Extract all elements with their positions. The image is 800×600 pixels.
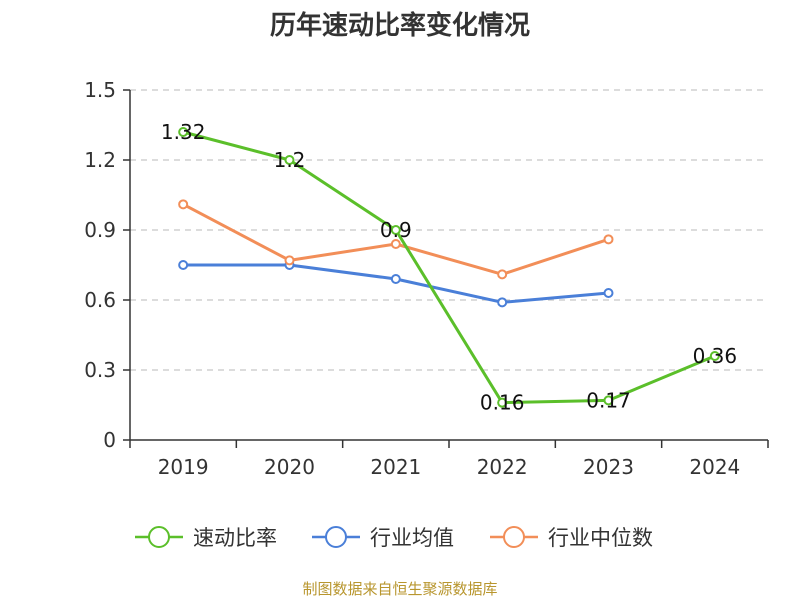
data-point[interactable] — [497, 397, 508, 408]
series-group — [178, 127, 720, 408]
x-tick-label: 2020 — [264, 455, 315, 479]
data-labels: 1.32 1.2 0.9 0.16 0.17 0.36 — [161, 120, 737, 415]
data-point[interactable] — [284, 155, 295, 165]
data-point[interactable] — [390, 239, 401, 249]
data-label: 0.9 — [380, 218, 412, 242]
legend-item-2[interactable]: 行业中位数 — [490, 526, 653, 550]
legend[interactable]: 速动比率 行业均值 行业中位数 — [135, 526, 653, 550]
data-label: 0.16 — [480, 391, 525, 415]
axes: 0 0.3 0.6 0.9 1.2 1.5 2019 2020 2021 2022 2023 2024 — [84, 78, 769, 479]
data-point[interactable] — [390, 225, 401, 235]
data-point[interactable] — [497, 297, 508, 308]
data-point[interactable] — [178, 127, 189, 137]
data-label: 1.2 — [274, 148, 306, 172]
legend-marker — [325, 526, 347, 548]
data-point[interactable] — [497, 269, 508, 280]
legend-label: 行业中位数 — [548, 526, 653, 550]
data-label: 0.17 — [586, 388, 631, 412]
legend-label: 行业均值 — [370, 526, 454, 550]
x-tick-label: 2023 — [583, 455, 634, 479]
data-label: 0.36 — [693, 344, 738, 368]
x-tick-label: 2024 — [689, 455, 740, 479]
legend-marker — [148, 526, 170, 548]
y-tick-label: 0.9 — [84, 218, 116, 242]
data-label: 1.32 — [161, 120, 206, 144]
y-tick-label: 1.2 — [84, 148, 116, 172]
x-tick-label: 2019 — [158, 455, 209, 479]
data-point[interactable] — [178, 199, 189, 210]
legend-item-1[interactable]: 行业均值 — [312, 526, 454, 550]
legend-item-0[interactable]: 速动比率 — [135, 526, 277, 550]
data-point[interactable] — [603, 395, 614, 406]
x-tick-label: 2022 — [477, 455, 528, 479]
grid-lines — [130, 89, 768, 371]
data-point[interactable] — [603, 234, 614, 245]
legend-marker — [503, 526, 525, 548]
y-tick-label: 0.3 — [84, 358, 116, 382]
legend-label: 速动比率 — [193, 526, 277, 550]
y-tick-label: 0 — [103, 428, 116, 452]
source-note: 制图数据来自恒生聚源数据库 — [302, 580, 497, 598]
data-point[interactable] — [284, 255, 295, 266]
series-line-0 — [182, 130, 716, 405]
data-point[interactable] — [178, 260, 189, 270]
data-point[interactable] — [390, 274, 401, 284]
y-tick-label: 0.6 — [84, 288, 116, 312]
y-tick-label: 1.5 — [84, 78, 116, 102]
data-point[interactable] — [709, 351, 720, 361]
chart-title: 历年速动比率变化情况 — [270, 10, 530, 41]
x-tick-label: 2021 — [370, 455, 421, 479]
data-point[interactable] — [603, 288, 614, 298]
